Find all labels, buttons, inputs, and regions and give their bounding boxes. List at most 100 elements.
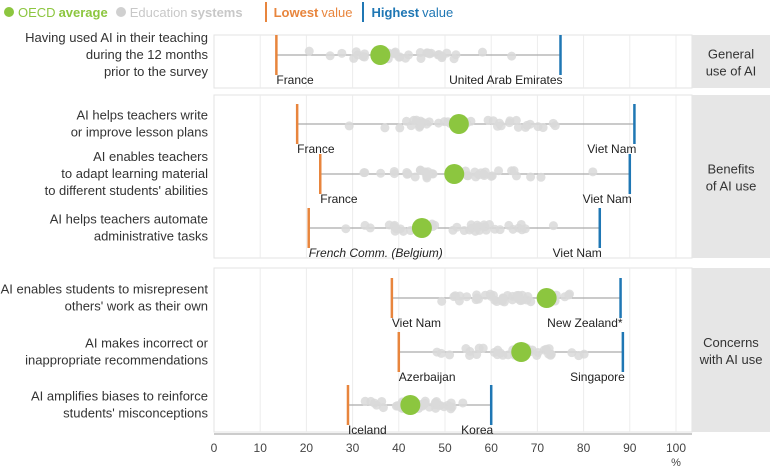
row-label: administrative tasks xyxy=(94,229,209,244)
education-system-dot xyxy=(511,115,521,125)
lowest-country-label: Azerbaijan xyxy=(399,370,456,384)
group-label: use of AI xyxy=(706,64,757,79)
lowest-country-label: France xyxy=(276,73,314,87)
x-axis-label: % xyxy=(671,457,681,469)
education-system-dot xyxy=(360,220,370,230)
group-label: Concerns xyxy=(703,335,759,350)
oecd-average-dot xyxy=(448,114,469,134)
row-label: to adapt learning material xyxy=(61,166,208,181)
education-system-dot xyxy=(504,118,514,128)
legend-lowest-suffix: value xyxy=(321,4,353,20)
education-system-dot xyxy=(325,51,335,61)
education-system-dot xyxy=(548,221,558,231)
oecd-average-dot xyxy=(370,45,391,65)
group-label: Benefits xyxy=(708,162,755,177)
legend-lowest-bold: Lowest xyxy=(273,4,319,20)
row-label: AI helps teachers write xyxy=(76,108,208,123)
education-system-dot xyxy=(494,166,504,176)
education-system-dot xyxy=(420,167,430,177)
education-system-dot xyxy=(544,349,554,359)
oecd-average-dot xyxy=(400,395,421,415)
x-tick-label: 20 xyxy=(300,441,314,455)
highest-country-label: Singapore xyxy=(570,370,625,384)
lowest-country-label: Iceland xyxy=(348,423,387,437)
education-system-dot xyxy=(359,168,369,178)
legend: OECD average Education systems Lowest va… xyxy=(4,2,453,22)
education-system-dot xyxy=(565,289,575,299)
x-tick-label: 100 xyxy=(666,441,686,455)
education-system-dot xyxy=(403,169,413,179)
group-label-panel xyxy=(692,35,770,88)
education-system-dot xyxy=(430,398,440,408)
education-system-dot xyxy=(495,225,505,235)
education-system-dot xyxy=(458,398,468,408)
lowest-country-label: Viet Nam xyxy=(392,316,441,330)
education-system-dot xyxy=(416,53,426,63)
legend-oecd-bold: average xyxy=(58,4,108,20)
highest-country-label: Viet Nam xyxy=(553,246,602,260)
row-label: prior to the survey xyxy=(104,64,209,79)
education-system-dot xyxy=(401,53,411,63)
education-system-dot xyxy=(418,117,428,127)
lowest-country-label: France xyxy=(320,192,358,206)
education-system-dot xyxy=(406,121,416,131)
education-system-dot xyxy=(360,396,370,406)
education-system-dot xyxy=(550,121,560,131)
x-tick-label: 80 xyxy=(577,441,591,455)
x-tick-label: 90 xyxy=(623,441,637,455)
education-system-dot xyxy=(425,49,435,59)
education-system-dot xyxy=(376,168,386,178)
education-system-dot xyxy=(437,296,447,306)
education-system-dot xyxy=(452,222,462,232)
lowest-legend-line-icon xyxy=(264,2,267,22)
education-system-dot xyxy=(536,172,546,182)
oecd-average-dot xyxy=(444,164,465,184)
row-label: AI enables teachers xyxy=(93,149,208,164)
lowest-country-label: France xyxy=(297,142,335,156)
education-system-dot xyxy=(427,169,437,179)
oecd-legend-dot-icon xyxy=(4,7,14,17)
education-system-dot xyxy=(538,123,548,133)
legend-systems-bold: systems xyxy=(190,4,243,20)
education-system-dot xyxy=(304,46,314,56)
education-system-dot xyxy=(472,350,482,360)
x-tick-label: 60 xyxy=(485,441,499,455)
x-tick-label: 40 xyxy=(392,441,406,455)
row-label: students' misconceptions xyxy=(63,406,208,421)
education-system-dot xyxy=(488,116,498,126)
education-system-dot xyxy=(341,224,351,234)
education-system-dot xyxy=(465,350,475,360)
x-tick-label: 50 xyxy=(438,441,452,455)
education-system-dot xyxy=(384,220,394,230)
group-label: of AI use xyxy=(706,179,757,194)
education-system-dot xyxy=(449,292,459,302)
education-system-dot xyxy=(451,50,461,60)
education-system-dot xyxy=(434,118,444,128)
education-system-dot xyxy=(480,167,490,177)
education-system-dot xyxy=(521,122,531,132)
education-system-dot xyxy=(436,348,446,358)
highest-country-label: Viet Nam xyxy=(583,192,632,206)
education-system-dot xyxy=(395,123,405,133)
education-system-dot xyxy=(513,122,523,132)
legend-systems-prefix: Education xyxy=(129,4,188,20)
highest-country-label: Viet Nam xyxy=(587,142,636,156)
education-system-dot xyxy=(445,350,455,360)
education-system-dot xyxy=(410,172,420,182)
education-system-dot xyxy=(472,220,482,230)
row-label: AI amplifies biases to reinforce xyxy=(31,389,208,404)
group-label-panel xyxy=(692,95,770,258)
education-system-dot xyxy=(344,121,354,131)
row-label: AI helps teachers automate xyxy=(50,212,208,227)
highest-country-label: United Arab Emirates xyxy=(449,73,562,87)
education-system-dot xyxy=(478,343,488,353)
row-label: or improve lesson plans xyxy=(71,125,209,140)
education-system-dot xyxy=(498,294,508,304)
education-system-dot xyxy=(462,292,472,302)
education-system-dot xyxy=(507,51,517,61)
education-system-dot xyxy=(359,52,369,62)
education-system-dot xyxy=(523,292,533,302)
legend-highest-bold: Highest xyxy=(371,4,420,20)
row-label: others' work as their own xyxy=(65,299,208,314)
